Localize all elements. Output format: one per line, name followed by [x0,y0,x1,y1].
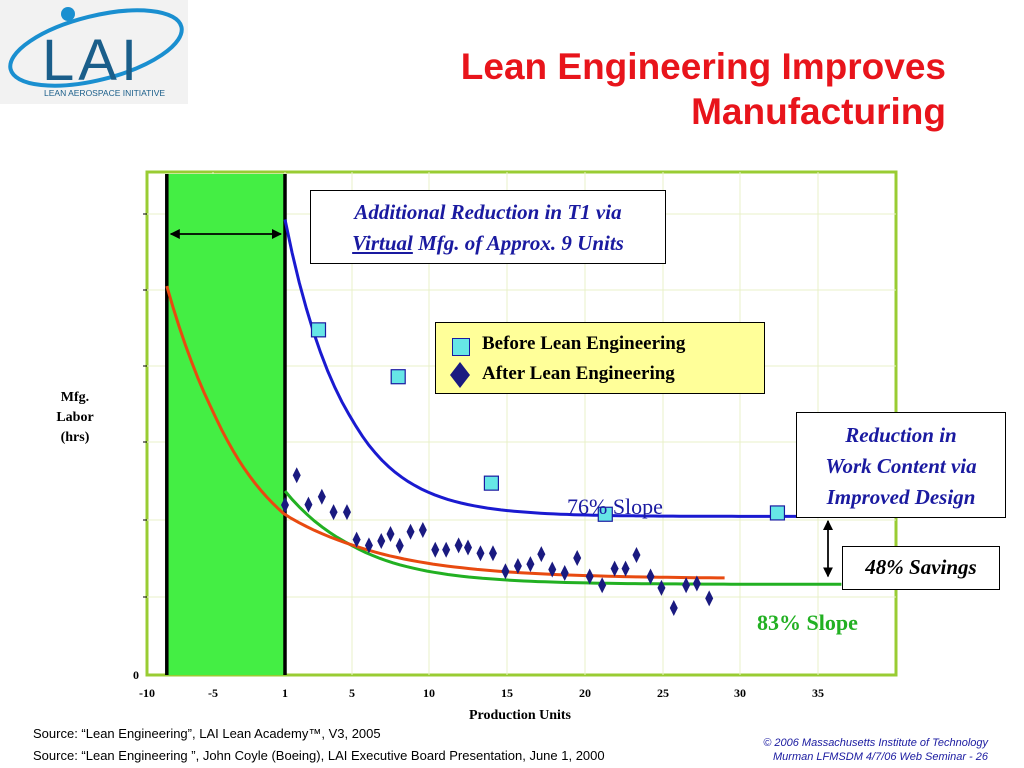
logo-subtitle: LEAN AEROSPACE INITIATIVE [44,88,165,98]
point-after-lean [646,568,655,585]
t1-line1: Additional Reduction in T1 via [354,200,622,224]
point-after-lean [406,523,415,540]
virtual-mfg-region [166,174,285,675]
point-after-lean [548,561,557,578]
slide-title-line2: Manufacturing [691,91,946,132]
x-tick-label: 20 [579,686,591,700]
shaded-region [165,174,287,675]
t1-rest: Mfg. of Approx. 9 Units [412,231,624,255]
t1-virtual: Virtual [352,231,413,255]
x-tick-label: 10 [423,686,435,700]
point-before-lean [769,505,786,521]
chart-legend: Before Lean Engineering After Lean Engin… [435,322,765,394]
point-before-lean [597,506,613,522]
point-after-lean [632,546,641,563]
point-after-lean [692,575,701,592]
point-after-lean [454,537,463,554]
legend-before-swatch [452,338,470,356]
point-after-lean [352,531,361,548]
source-citation-1: Source: “Lean Engineering”, LAI Lean Aca… [33,726,381,741]
point-after-lean [329,504,338,521]
point-after-lean [705,590,714,607]
course-info: Murman LFMSDM 4/7/06 Web Seminar - 26 [773,751,988,763]
legend-before-label: Before Lean Engineering [482,333,686,354]
legend-after-swatch [450,362,470,388]
x-tick-label: -5 [208,686,218,700]
x-tick-label: 1 [282,686,288,700]
point-after-lean [501,563,510,580]
y-axis-label-line3: (hrs) [60,430,90,445]
logo-dot [61,7,75,21]
copyright: © 2006 Massachusetts Institute of Techno… [763,737,988,749]
point-after-lean [585,568,594,585]
curve-83-slope [283,490,842,586]
lai-logo: LAI LEAN AEROSPACE INITIATIVE [0,0,188,104]
x-tick-label: 5 [349,686,355,700]
slope-76-label: 76% Slope [567,494,663,519]
x-tick-label: 15 [501,686,513,700]
annotation-arrows [169,229,833,578]
savings-callout: 48% Savings [842,546,1000,590]
point-after-lean [657,579,666,596]
point-before-lean [390,369,406,385]
logo-swoosh [8,8,184,88]
point-after-lean [669,599,678,616]
slide-title: Lean Engineering Improves Manufacturing [326,44,946,134]
point-after-lean [281,497,289,514]
x-tick-label: 30 [734,686,746,700]
data-points [281,322,786,616]
point-after-lean [682,577,691,594]
point-after-lean [476,545,485,562]
logo-text: LAI [42,28,141,93]
point-after-lean [418,522,427,539]
t1-reduction-callout: Additional Reduction in T1 via Virtual M… [310,190,666,264]
point-after-lean [386,525,395,542]
point-after-lean [513,557,522,574]
curve-pre-lean-extrapolation [165,285,725,580]
work-line2: Work Content via [825,454,977,478]
source-citation-2: Source: “Lean Engineering ”, John Coyle … [33,748,605,763]
point-before-lean [483,475,499,491]
legend-after-label: After Lean Engineering [482,363,675,384]
point-after-lean [342,504,351,521]
point-after-lean [598,577,607,594]
point-after-lean [610,560,619,577]
slide-title-line1: Lean Engineering Improves [460,46,946,87]
point-after-lean [464,539,472,556]
x-tick-labels: -10 -5 1 5 10 15 20 25 30 350 [133,668,824,700]
y-axis-label-line1: Mfg. [60,390,90,405]
point-after-lean [537,546,546,563]
point-after-lean [431,541,440,558]
work-line3: Improved Design [826,485,976,509]
point-after-lean [292,467,301,484]
point-after-lean [364,537,373,554]
point-before-lean [310,322,327,338]
y-tick-label: 0 [133,668,139,682]
point-after-lean [377,532,386,549]
x-tick-label: 35 [812,686,824,700]
point-after-lean [488,545,497,562]
slope-83-label: 83% Slope [757,610,858,635]
point-after-lean [526,556,535,573]
point-after-lean [317,488,326,505]
y-axis-label: Mfg. Labor (hrs) [44,388,106,448]
x-axis-label: Production Units [468,708,572,723]
point-after-lean [560,564,569,581]
x-tick-label: 25 [657,686,669,700]
point-after-lean [304,496,313,513]
point-after-lean [442,541,451,558]
fit-curves [165,219,842,586]
point-after-lean [573,550,582,567]
point-after-lean [621,560,630,577]
t1-line2: Virtual Mfg. of Approx. 9 Units [311,228,665,259]
work-line1: Reduction in [845,423,957,447]
curve-76-slope [283,219,818,518]
point-after-lean [395,537,404,554]
x-tick-label: -10 [139,686,155,700]
y-axis-label-line2: Labor [56,410,94,425]
work-content-callout: Reduction in Work Content via Improved D… [796,412,1006,518]
